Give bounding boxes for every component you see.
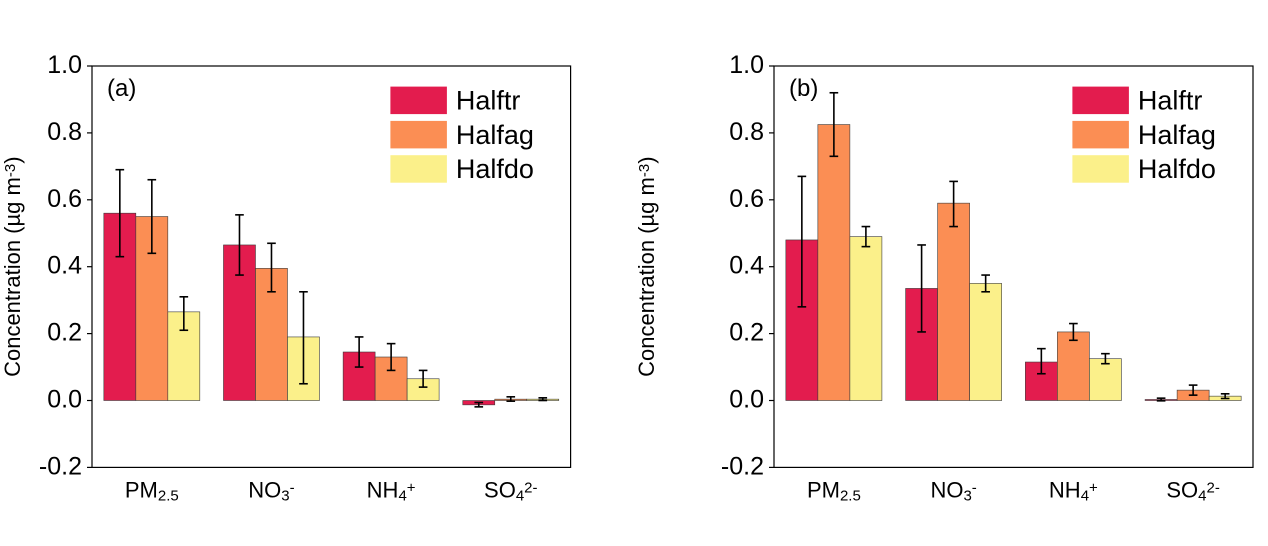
svg-text:0.6: 0.6 xyxy=(729,185,764,213)
svg-text:SO42-: SO42- xyxy=(1166,477,1219,504)
svg-text:-0.2: -0.2 xyxy=(721,452,764,480)
svg-text:NO3-: NO3- xyxy=(248,477,294,504)
svg-text:0.8: 0.8 xyxy=(729,118,764,146)
svg-text:Halftr: Halftr xyxy=(1138,86,1203,116)
svg-text:0.0: 0.0 xyxy=(729,386,764,414)
svg-text:NH4+: NH4+ xyxy=(1049,477,1098,504)
svg-text:Halfag: Halfag xyxy=(1138,120,1216,150)
svg-text:SO42-: SO42- xyxy=(484,477,537,504)
svg-text:1.0: 1.0 xyxy=(47,51,82,79)
svg-text:0.6: 0.6 xyxy=(47,185,82,213)
svg-text:0.8: 0.8 xyxy=(47,118,82,146)
svg-text:0.2: 0.2 xyxy=(47,319,82,347)
svg-text:Halfdo: Halfdo xyxy=(456,154,534,184)
svg-text:0.4: 0.4 xyxy=(729,252,764,280)
svg-text:0.2: 0.2 xyxy=(729,319,764,347)
svg-text:0.0: 0.0 xyxy=(47,386,82,414)
svg-text:NH4+: NH4+ xyxy=(367,477,416,504)
svg-text:(a): (a) xyxy=(107,75,136,102)
svg-text:Halfag: Halfag xyxy=(456,120,534,150)
svg-text:0.4: 0.4 xyxy=(47,252,82,280)
svg-text:Concentration (µg m-3): Concentration (µg m-3) xyxy=(634,156,659,376)
svg-text:NO3-: NO3- xyxy=(930,477,976,504)
svg-text:PM2.5: PM2.5 xyxy=(125,477,179,504)
svg-text:Concentration (µg m-3): Concentration (µg m-3) xyxy=(0,156,25,376)
svg-text:Halftr: Halftr xyxy=(456,86,521,116)
svg-text:PM2.5: PM2.5 xyxy=(807,477,861,504)
svg-text:Halfdo: Halfdo xyxy=(1138,154,1216,184)
svg-text:-0.2: -0.2 xyxy=(39,452,82,480)
svg-text:1.0: 1.0 xyxy=(729,51,764,79)
svg-text:(b): (b) xyxy=(789,75,818,102)
